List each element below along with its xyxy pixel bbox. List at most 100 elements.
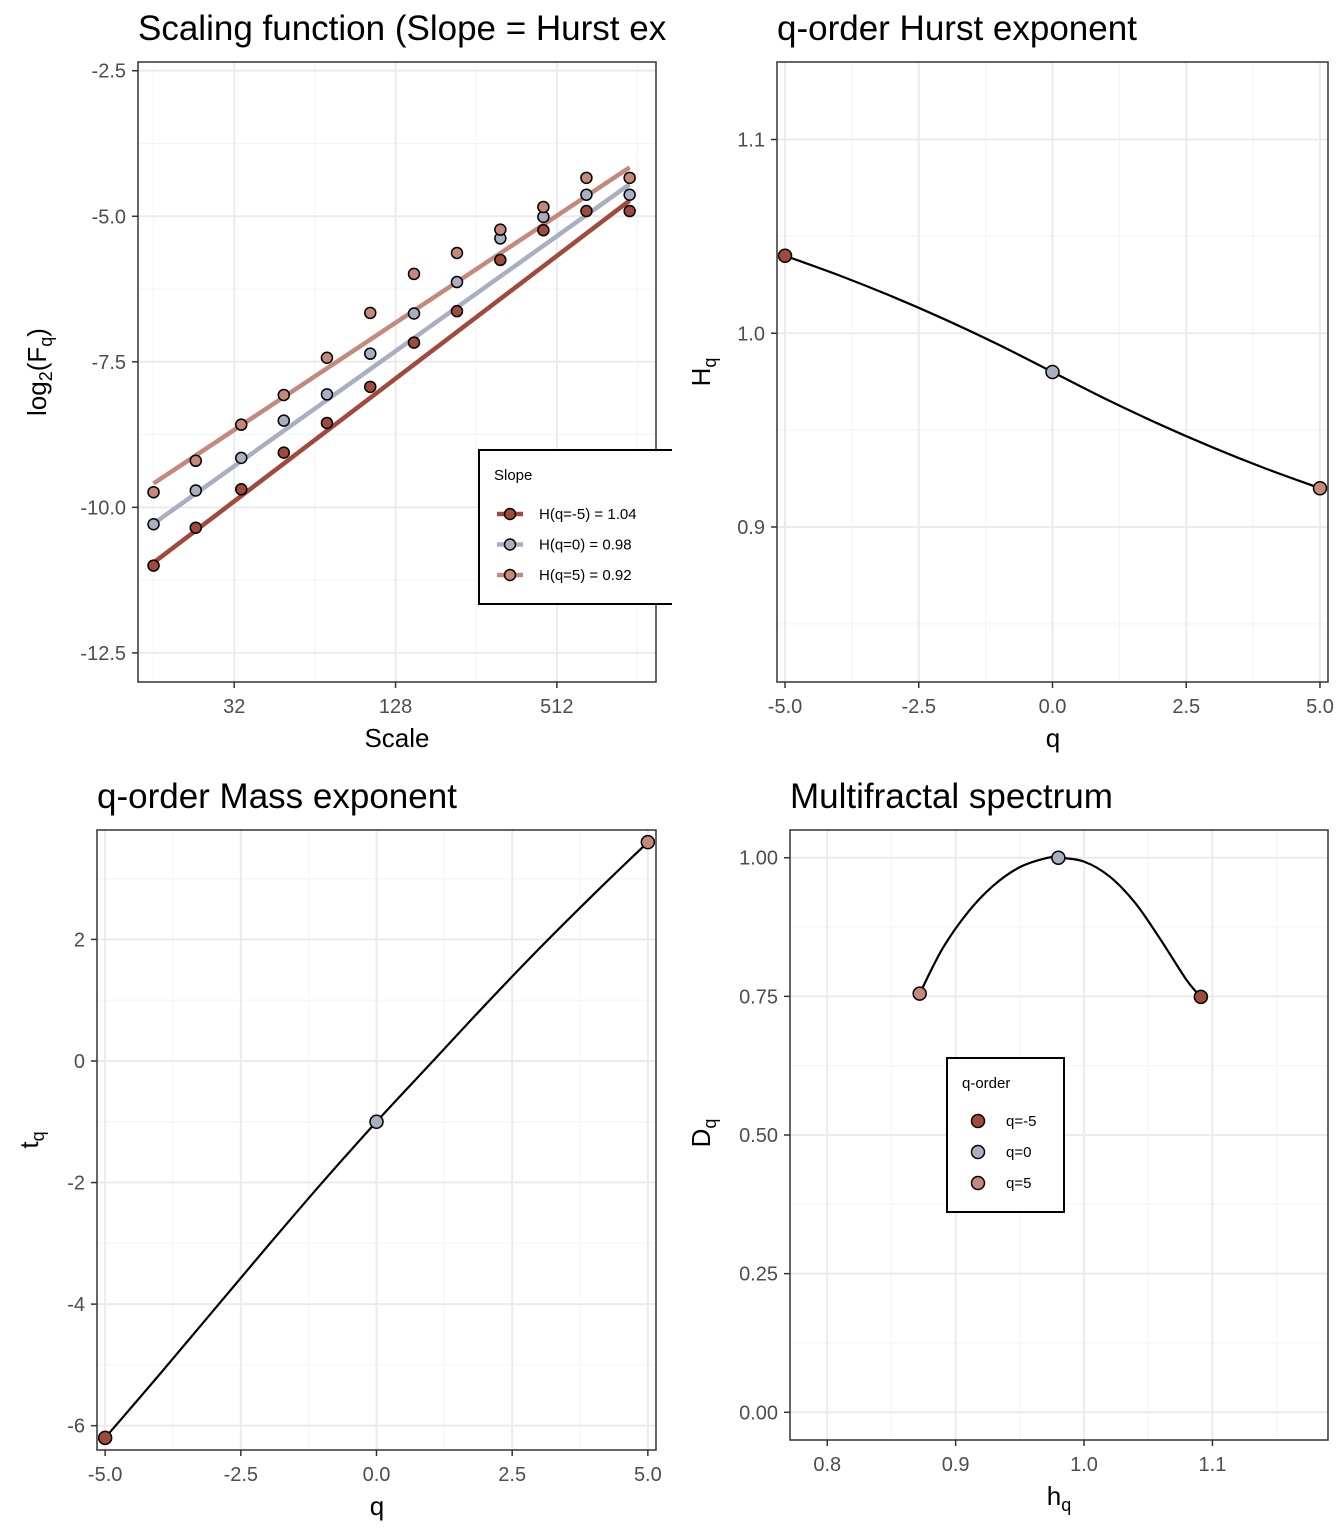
- data-point: [277, 414, 291, 427]
- legend-key-point: [503, 538, 517, 551]
- panel-title: Multifractal spectrum: [790, 777, 1113, 816]
- data-point: [777, 248, 793, 263]
- legend-title: q-order: [962, 1075, 1010, 1092]
- data-point: [537, 223, 550, 237]
- data-point: [580, 204, 593, 218]
- y-tick-label: 0.25: [739, 1264, 778, 1286]
- y-tick-label: 0.50: [739, 1125, 778, 1147]
- data-point: [277, 388, 291, 402]
- data-point: [369, 1114, 384, 1130]
- x-tick-label: -2.5: [902, 696, 936, 718]
- data-point: [1051, 850, 1066, 865]
- x-axis-label: q: [370, 1491, 384, 1521]
- x-tick-label: 128: [379, 696, 412, 718]
- y-tick-label: -2.5: [92, 61, 126, 83]
- y-tick-label: 0.75: [739, 986, 778, 1008]
- data-point: [494, 253, 507, 267]
- data-point: [235, 418, 248, 431]
- y-tick-label: 1.00: [739, 848, 778, 870]
- y-axis-label: Dq: [686, 1119, 720, 1148]
- legend-label: q=0: [1006, 1144, 1031, 1161]
- data-point: [623, 171, 636, 185]
- plot-area: 32 128 512 -2.5 -5.0 -7.5 -10.0 -12.5: [80, 61, 657, 718]
- y-tick-label: 1.1: [737, 130, 765, 152]
- data-point: [537, 200, 550, 214]
- data-point: [407, 267, 421, 281]
- data-point: [623, 204, 636, 218]
- panel-title: Scaling function (Slope = Hurst ex: [138, 9, 667, 48]
- x-tick-label: 0.0: [1039, 696, 1067, 718]
- legend-key-point: [503, 507, 517, 521]
- plot-area: -5.0 -2.5 0.0 2.5 5.0 0.9 1.0 1.1: [737, 61, 1334, 718]
- legend-key-point: [970, 1113, 986, 1129]
- legend-title: Slope: [494, 467, 532, 484]
- fit-line-1: [152, 182, 631, 526]
- x-axis-label: q: [1046, 723, 1060, 753]
- plot-area: -5.0 -2.5 0.0 2.5 5.0 -6 -4 -2 0 2: [67, 829, 662, 1486]
- legend-key-point: [970, 1175, 986, 1191]
- data-point: [147, 485, 160, 499]
- data-point: [580, 188, 593, 201]
- y-tick-label: -6: [67, 1416, 85, 1438]
- x-tick-label: 1.1: [1199, 1454, 1227, 1476]
- data-point: [912, 986, 927, 1001]
- legend-label: H(q=5) = 0.92: [539, 567, 632, 584]
- data-point: [189, 484, 203, 497]
- panel-scaling-function: Scaling function (Slope = Hurst ex 32 128…: [22, 9, 672, 753]
- data-point: [189, 454, 203, 468]
- panel-hurst-exponent: q-order Hurst exponent -5.0 -2.5 0.0 2.5 5.0…: [686, 9, 1334, 753]
- legend-key-point: [970, 1144, 986, 1160]
- y-tick-label: -2: [67, 1173, 85, 1195]
- panel-title: q-order Hurst exponent: [777, 9, 1137, 48]
- data-point: [1193, 989, 1209, 1005]
- data-point: [364, 380, 377, 394]
- data-point: [235, 451, 248, 465]
- y-tick-label: 0.9: [737, 517, 765, 539]
- y-tick-label: 1.0: [737, 323, 765, 345]
- data-point: [147, 517, 160, 531]
- data-point: [640, 834, 656, 850]
- y-tick-label: 2: [74, 929, 85, 951]
- data-point: [407, 336, 421, 349]
- legend-label: H(q=0) = 0.98: [539, 537, 632, 554]
- data-point: [494, 223, 507, 236]
- data-point: [97, 1430, 113, 1446]
- data-point: [580, 171, 593, 185]
- data-point: [320, 388, 334, 401]
- x-tick-label: 32: [223, 696, 245, 718]
- x-tick-label: -5.0: [768, 696, 802, 718]
- x-tick-label: 0.8: [813, 1454, 841, 1476]
- panel-border: [776, 61, 1329, 683]
- x-tick-label: 512: [540, 696, 573, 718]
- panel-border: [137, 61, 657, 683]
- fit-line-2: [152, 165, 631, 486]
- x-tick-label: 2.5: [498, 1464, 526, 1486]
- data-point: [450, 304, 464, 318]
- x-tick-label: 0.0: [363, 1464, 391, 1486]
- x-tick-label: 0.9: [942, 1454, 970, 1476]
- y-axis-label: tq: [14, 1131, 48, 1148]
- x-tick-label: 5.0: [1306, 696, 1334, 718]
- y-axis-label: Hq: [686, 358, 720, 387]
- y-tick-label: 0: [74, 1051, 85, 1073]
- panel-title: q-order Mass exponent: [97, 777, 457, 816]
- y-tick-label: -10.0: [80, 497, 126, 519]
- y-tick-label: -7.5: [92, 352, 126, 374]
- x-tick-label: -2.5: [224, 1464, 258, 1486]
- data-point: [235, 483, 248, 496]
- data-point: [147, 559, 160, 572]
- panel-border: [789, 829, 1329, 1441]
- legend: Slope H(q=-5) = 1.04 H(q=0) = 0.98 H(q=5) …: [478, 449, 672, 605]
- data-point: [320, 416, 334, 430]
- legend: q-order q=-5 q=0 q=5: [946, 1057, 1065, 1213]
- x-tick-label: 2.5: [1172, 696, 1200, 718]
- x-axis-label: hq: [1047, 1481, 1071, 1515]
- data-point: [450, 275, 464, 289]
- y-tick-label: 0.00: [739, 1402, 778, 1424]
- data-point: [364, 347, 377, 360]
- data-point: [277, 446, 291, 459]
- curve-line: [104, 841, 649, 1439]
- data-point: [1045, 364, 1060, 380]
- y-tick-label: -4: [67, 1294, 85, 1316]
